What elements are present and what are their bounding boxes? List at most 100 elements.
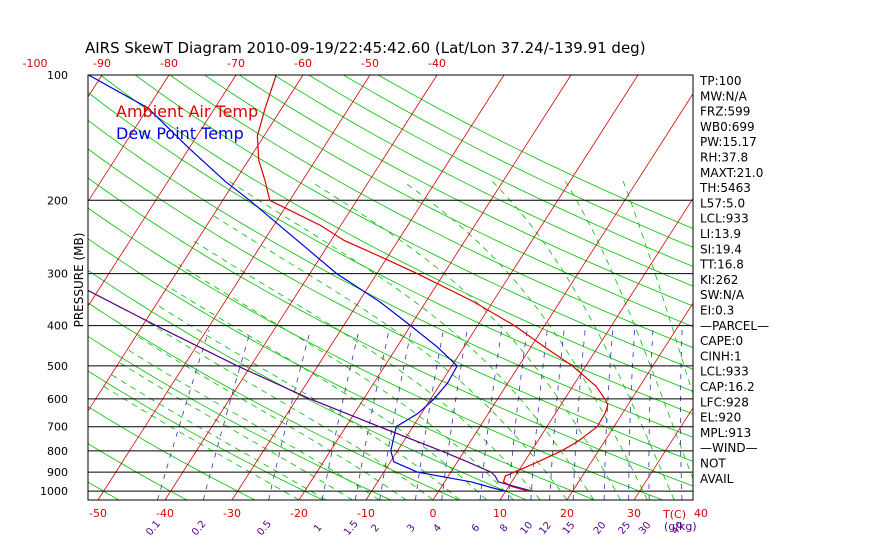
top-temp-label: -50: [361, 57, 379, 70]
bottom-temp-label: -50: [89, 507, 107, 520]
mixing-ratio-line: [680, 329, 683, 500]
pressure-tick-label: 1000: [40, 485, 68, 498]
bottom-temp-label: 10: [493, 507, 507, 520]
side-panel-item: EL:920: [700, 411, 741, 425]
side-panel-item: SW:N/A: [700, 288, 745, 302]
side-panel-item: SI:19.4: [700, 242, 742, 256]
chart-title: AIRS SkewT Diagram 2010-09-19/22:45:42.6…: [85, 39, 646, 57]
dry-adiabat-line: [88, 177, 693, 487]
mixing-ratio-label: 15: [561, 520, 578, 537]
temp-unit-label: T(C): [662, 508, 686, 521]
bottom-temp-label: -10: [357, 507, 375, 520]
side-panel-item: L57:5.0: [700, 196, 745, 210]
mixing-ratio-line: [354, 329, 390, 500]
pressure-lines: [88, 75, 693, 492]
dry-adiabat-line: [88, 481, 120, 500]
moist-adiabat-line: [133, 334, 407, 500]
isotherm-line: [566, 302, 693, 500]
side-panel-item: EI:0.3: [700, 304, 734, 318]
side-panel-item: MW:N/A: [700, 89, 748, 103]
bottom-temp-tick-labels: -50 -40 -30 -20 -10 0 10 20 30 40: [89, 507, 708, 520]
pressure-tick-label: 300: [47, 268, 68, 281]
moist-adiabat-line: [142, 318, 434, 500]
side-panel-item: —WIND—: [700, 441, 758, 455]
side-panel-item: LFC:928: [700, 395, 749, 409]
mixing-ratio-label: 10: [519, 520, 536, 537]
pressure-tick-label: 100: [47, 69, 68, 82]
mixing-ratio-line: [379, 329, 412, 500]
isotherm-line: [88, 75, 103, 98]
top-temp-label: -70: [227, 57, 245, 70]
mixing-ratio-line: [441, 329, 468, 500]
y-axis-label: PRESSURE (MB): [72, 233, 86, 328]
side-panel-item: TP:100: [699, 74, 742, 88]
mixing-ratio-label: 4: [431, 522, 444, 534]
dry-adiabat-line: [88, 148, 693, 462]
series-line: [88, 289, 533, 492]
pressure-tick-label: 600: [47, 393, 68, 406]
side-panel-item: CAP:16.2: [700, 380, 755, 394]
mixing-ratio-unit-label: (g/kg): [664, 520, 697, 533]
dry-adiabat-line: [273, 75, 693, 287]
isotherm-line: [164, 75, 438, 500]
side-panel-item: WB0:699: [700, 120, 755, 134]
series-line: [256, 75, 609, 492]
side-panel-item: TH:5463: [699, 181, 751, 195]
dry-adiabat-line: [88, 406, 256, 500]
mixing-ratio-label: 8: [498, 522, 511, 534]
plot-frame: [87, 74, 694, 501]
moist-adiabat-line: [178, 263, 514, 500]
pressure-tick-label: 400: [47, 320, 68, 333]
moist-adiabat-line: [402, 180, 648, 500]
moist-adiabat-line: [118, 361, 353, 500]
mixing-ratio-label: 0.5: [255, 519, 274, 538]
dry-adiabat-line: [88, 238, 595, 500]
moist-adiabat-line: [491, 180, 675, 500]
legend-entry: Ambient Air Temp: [116, 102, 258, 121]
mixing-ratio-label: 2: [370, 522, 383, 534]
mixing-ratio-label: 12: [537, 520, 554, 537]
mixing-ratio-label: 1.5: [342, 519, 361, 538]
mixing-ratio-labels: 0.1 0.2 0.5 1 1.5 2 3 4 6 8 10 12 15 20 25 30 40: [144, 519, 686, 538]
isotherm-line: [298, 75, 572, 500]
dry-adiabat-line: [88, 119, 693, 438]
mixing-ratio-lines: [157, 329, 683, 500]
pressure-tick-label: 900: [47, 466, 68, 479]
mixing-ratio-line: [268, 329, 311, 500]
top-temp-label: -60: [294, 57, 312, 70]
isotherms: [88, 75, 870, 500]
mixing-ratio-line: [321, 329, 360, 500]
top-temp-tick-labels: -120-110-100-90-80-70-60-50-40: [23, 57, 446, 70]
dry-adiabat-line: [204, 75, 693, 328]
isotherm-line: [835, 75, 870, 500]
side-panel-item: MPL:913: [700, 426, 751, 440]
isotherm-line: [633, 407, 693, 500]
bottom-temp-label: 30: [627, 507, 641, 520]
plot-area: [88, 75, 870, 500]
bottom-temp-label: -40: [156, 507, 174, 520]
mixing-ratio-line: [628, 329, 636, 500]
mixing-ratio-line: [202, 329, 252, 500]
bottom-temp-label: -30: [223, 507, 241, 520]
side-panel-item: LCL:933: [700, 365, 749, 379]
side-panel-item: CAPE:0: [700, 334, 743, 348]
dry-adiabat-line: [88, 335, 391, 500]
side-panel-item: RH:37.8: [700, 151, 748, 165]
series-line: [88, 75, 506, 492]
side-panel-item: KI:262: [700, 273, 738, 287]
mixing-ratio-label: 20: [592, 520, 609, 537]
side-panel-item: FRZ:599: [700, 105, 750, 119]
moist-adiabat-line: [209, 213, 568, 500]
legend: Ambient Air Temp Dew Point Temp: [116, 102, 258, 143]
moist-adiabat-line: [565, 180, 693, 481]
pressure-tick-label: 200: [47, 194, 68, 207]
bottom-temp-label: 20: [560, 507, 574, 520]
isotherm-line: [432, 93, 693, 500]
isotherm-line: [768, 75, 870, 500]
side-panel-item: TT:16.8: [699, 258, 744, 272]
top-temp-label: -90: [93, 57, 111, 70]
side-panel-item: CINH:1: [700, 349, 742, 363]
bottom-temp-label: -20: [290, 507, 308, 520]
